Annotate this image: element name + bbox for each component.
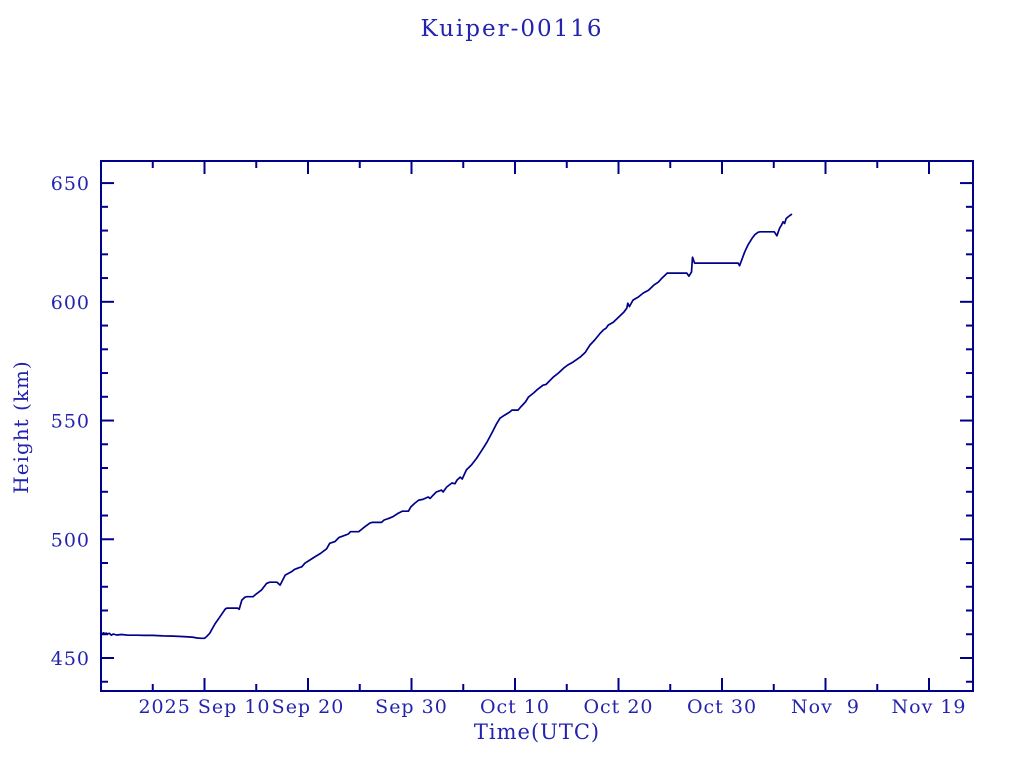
- x-tick-label: 2025 Sep 10: [138, 696, 270, 718]
- x-tick-label: Nov 19: [892, 696, 967, 718]
- x-tick-label: Oct 10: [480, 696, 550, 718]
- x-axis-label: Time(UTC): [473, 720, 601, 744]
- x-tick-label: Sep 30: [375, 696, 448, 718]
- y-tick-label: 450: [51, 648, 90, 670]
- plot-frame: [100, 160, 974, 692]
- height-curve: [100, 213, 793, 640]
- y-tick-label: 650: [51, 173, 90, 195]
- chart-title: Kuiper-00116: [420, 16, 604, 42]
- y-tick-label: 500: [51, 529, 90, 551]
- x-tick-label: Nov 9: [791, 696, 860, 718]
- y-tick-label: 550: [51, 411, 90, 433]
- x-tick-label: Sep 20: [272, 696, 345, 718]
- x-tick-label: Oct 20: [583, 696, 653, 718]
- x-tick-label: Oct 30: [687, 696, 757, 718]
- y-tick-label: 600: [51, 292, 90, 314]
